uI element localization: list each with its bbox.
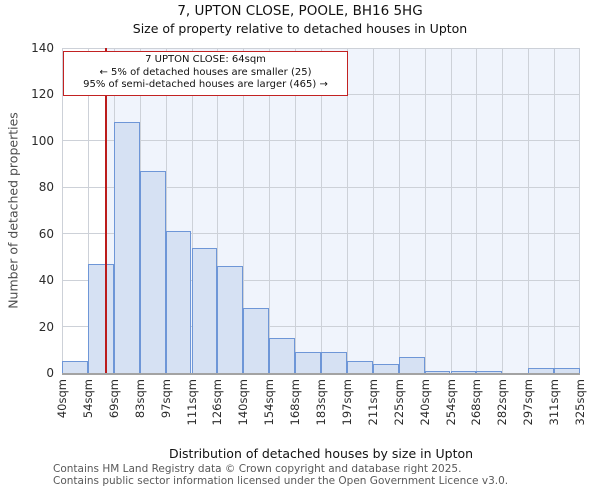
y-gridline — [62, 47, 580, 49]
y-tick-label: 60 — [38, 226, 54, 241]
histogram-bar — [113, 122, 140, 373]
x-gridline — [528, 48, 529, 373]
x-axis-label: Distribution of detached houses by size … — [168, 446, 474, 461]
x-tick-label: 311sqm — [547, 379, 562, 426]
x-tick-label: 297sqm — [521, 379, 536, 426]
histogram-bar — [165, 231, 192, 373]
y-tick-label: 40 — [38, 273, 54, 288]
x-tick-label: 268sqm — [469, 379, 484, 426]
plot-area: 325sqm 311sqm 297sqm 282sqm 268sqm 254sqm 240s… — [31, 41, 587, 425]
histogram-bar — [139, 171, 166, 373]
annotation-line-2: ← 5% of detached houses are smaller (25) — [99, 66, 312, 78]
x-tick-label: 126sqm — [210, 379, 225, 426]
x-tick-label: 197sqm — [339, 379, 354, 426]
footer-line-1: Contains HM Land Registry data © Crown c… — [53, 463, 462, 475]
x-gridline — [554, 48, 555, 373]
y-axis-label: Number of detached properties — [5, 112, 21, 309]
y-tick-label: 120 — [31, 87, 54, 102]
y-tick-label: 100 — [31, 133, 54, 148]
histogram-bar — [87, 263, 114, 373]
y-tick-label: 0 — [46, 366, 54, 380]
y-tick-label: 80 — [38, 180, 54, 195]
histogram-bar — [528, 368, 555, 373]
histogram-bar — [191, 247, 218, 373]
x-tick-label: 254sqm — [443, 379, 458, 426]
histogram-bar — [62, 361, 88, 373]
annotation-line-3: 95% of semi-detached houses are larger (… — [83, 79, 328, 90]
y-tick-label: 140 — [31, 41, 54, 55]
x-tick-label: 183sqm — [314, 379, 328, 426]
x-tick-label: 282sqm — [495, 379, 510, 426]
x-gridline — [347, 48, 348, 373]
x-gridline — [166, 48, 167, 373]
x-gridline — [425, 48, 426, 373]
y-gridline — [62, 186, 580, 188]
x-tick-label: 54sqm — [80, 379, 95, 419]
x-tick-label: 154sqm — [262, 379, 277, 426]
x-gridline — [321, 48, 322, 373]
histogram-bar — [372, 363, 399, 373]
property-size-marker-line — [104, 48, 107, 373]
histogram-bar — [346, 361, 373, 373]
x-tick-label: 140sqm — [236, 379, 251, 426]
x-gridline — [88, 48, 89, 373]
histogram-bar — [554, 368, 580, 373]
x-gridline — [269, 48, 270, 373]
x-tick-label: 225sqm — [391, 379, 406, 426]
histogram-bar — [424, 370, 451, 373]
histogram-bar — [217, 266, 244, 373]
histogram-bar — [476, 370, 503, 373]
x-gridline — [295, 48, 296, 373]
y-gridline — [62, 140, 580, 142]
histogram-bar — [321, 352, 347, 373]
chart-subtitle: Size of property relative to detached ho… — [132, 21, 468, 36]
x-tick-label: 83sqm — [132, 379, 147, 419]
x-gridline — [62, 48, 63, 373]
footer-attribution: Contains HM Land Registry data © Crown c… — [53, 463, 509, 487]
annotation-box: 7 UPTON CLOSE: 64sqm ← 5% of detached ho… — [63, 51, 348, 96]
y-gridline — [62, 279, 580, 281]
chart-title: 7, UPTON CLOSE, POOLE, BH16 5HG — [177, 3, 423, 19]
histogram-bar — [269, 338, 296, 373]
histogram-bar — [295, 352, 321, 373]
x-gridline — [192, 48, 193, 373]
x-tick-label: 168sqm — [288, 379, 303, 426]
histogram-bar — [243, 308, 270, 373]
x-tick-label: 240sqm — [417, 379, 432, 426]
y-tick-label: 20 — [38, 319, 54, 334]
histogram-bar — [450, 370, 477, 373]
x-gridline — [502, 48, 503, 373]
x-gridline — [476, 48, 477, 373]
x-tick-label: 97sqm — [158, 379, 173, 419]
x-tick-label: 325sqm — [573, 379, 587, 426]
x-gridline — [399, 48, 400, 373]
x-tick-label: 40sqm — [55, 379, 69, 419]
footer-line-2: Contains public sector information licen… — [53, 474, 509, 487]
x-gridline — [373, 48, 374, 373]
histogram-bar — [398, 356, 425, 373]
x-tick-label: 111sqm — [184, 379, 199, 426]
y-gridline — [62, 326, 580, 328]
x-tick-label: 211sqm — [365, 379, 380, 426]
x-gridline — [217, 48, 218, 373]
x-gridline — [451, 48, 452, 373]
x-gridline — [243, 48, 244, 373]
x-gridline — [579, 48, 580, 373]
y-gridline — [62, 233, 580, 235]
annotation-line-1: 7 UPTON CLOSE: 64sqm — [145, 54, 266, 65]
x-tick-label: 69sqm — [106, 379, 121, 419]
